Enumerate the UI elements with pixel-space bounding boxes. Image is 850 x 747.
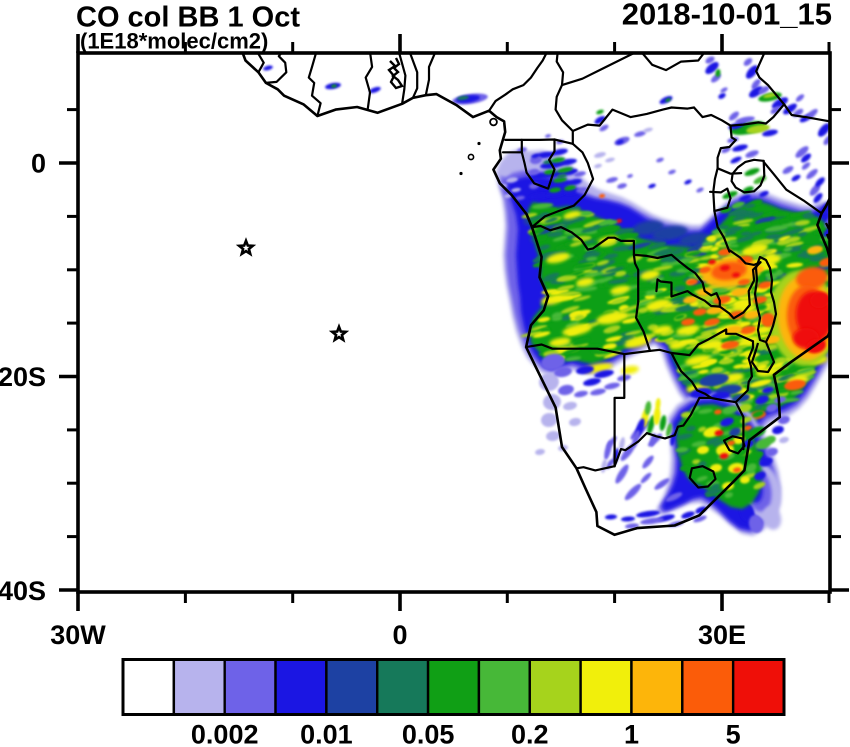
svg-text:20S: 20S <box>0 362 46 392</box>
svg-text:(1E18*molec/cm2): (1E18*molec/cm2) <box>80 29 268 54</box>
svg-text:0.01: 0.01 <box>300 720 353 747</box>
svg-text:40S: 40S <box>0 576 46 606</box>
svg-text:0.002: 0.002 <box>191 720 259 747</box>
svg-text:1: 1 <box>624 720 639 747</box>
svg-text:2018-10-01_15: 2018-10-01_15 <box>622 0 832 32</box>
svg-text:0: 0 <box>392 620 407 650</box>
svg-text:0: 0 <box>31 149 46 179</box>
svg-text:CO col BB 1 Oct: CO col BB 1 Oct <box>76 2 300 34</box>
svg-text:30W: 30W <box>50 620 106 650</box>
svg-text:5: 5 <box>726 720 741 747</box>
svg-text:30E: 30E <box>698 620 746 650</box>
svg-text:0.05: 0.05 <box>402 720 455 747</box>
svg-text:0.2: 0.2 <box>511 720 549 747</box>
